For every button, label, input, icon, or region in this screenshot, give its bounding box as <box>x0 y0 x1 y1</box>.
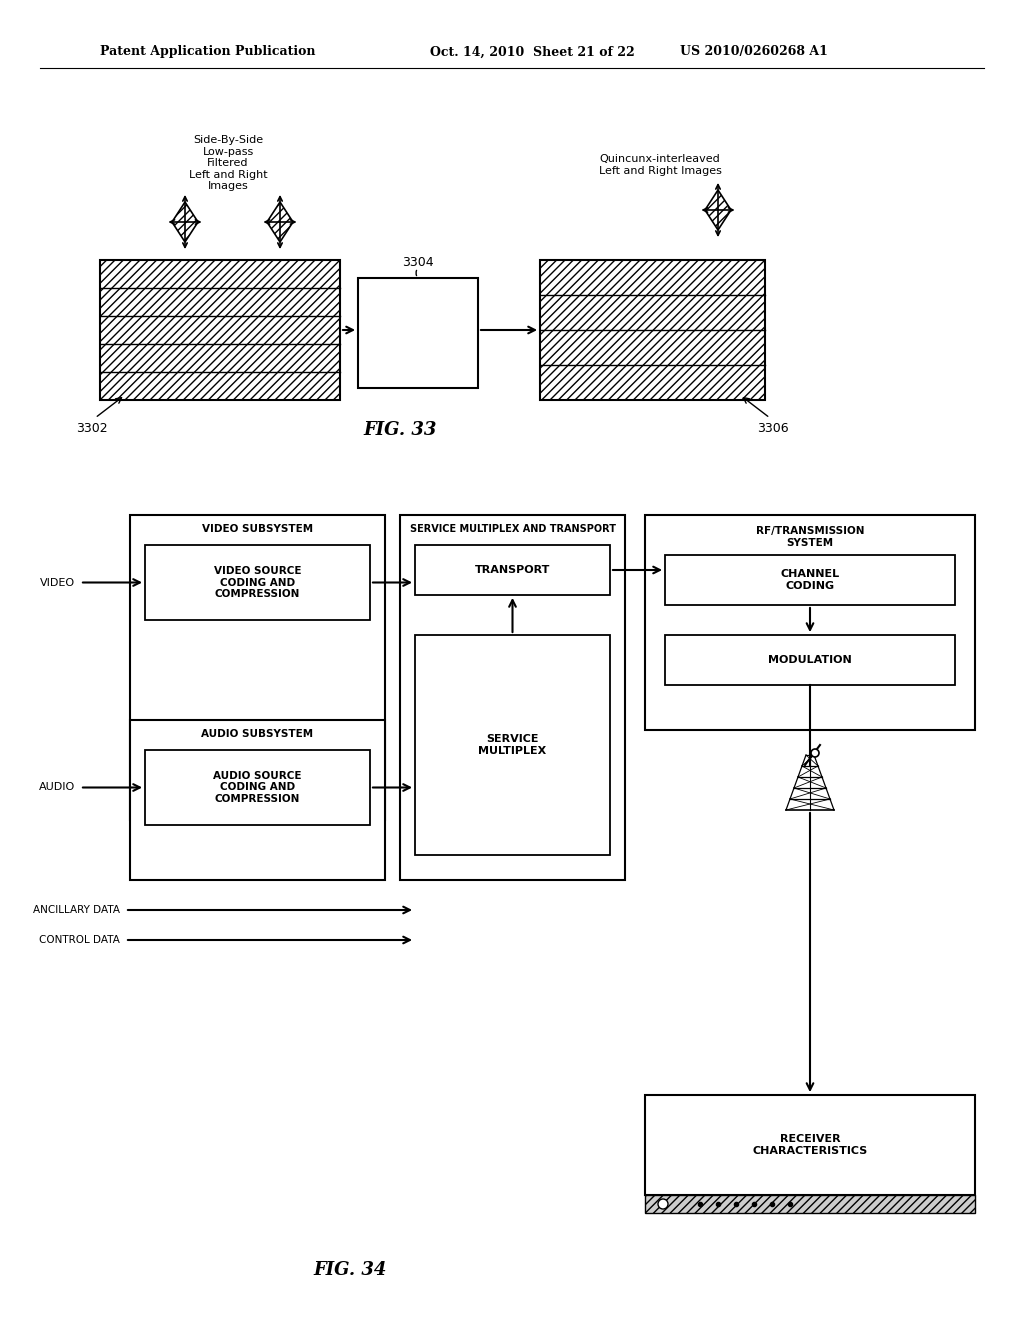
Text: MODULATION: MODULATION <box>768 655 852 665</box>
Bar <box>145 750 370 825</box>
Circle shape <box>658 1199 668 1209</box>
Circle shape <box>811 748 819 756</box>
Text: AUDIO SOURCE
CODING AND
COMPRESSION: AUDIO SOURCE CODING AND COMPRESSION <box>213 771 302 804</box>
Bar <box>130 719 385 880</box>
Bar <box>100 260 340 400</box>
Text: 3306: 3306 <box>757 422 788 436</box>
Polygon shape <box>705 190 731 230</box>
Text: Side-By-Side
Low-pass
Filtered
Left and Right
Images: Side-By-Side Low-pass Filtered Left and … <box>188 135 267 191</box>
Bar <box>130 515 385 820</box>
Bar <box>358 279 478 388</box>
Bar <box>540 260 765 400</box>
Text: VIDEO SOURCE
CODING AND
COMPRESSION: VIDEO SOURCE CODING AND COMPRESSION <box>214 566 301 599</box>
Text: CONTROL DATA: CONTROL DATA <box>39 935 120 945</box>
Text: US 2010/0260268 A1: US 2010/0260268 A1 <box>680 45 827 58</box>
Text: Oct. 14, 2010  Sheet 21 of 22: Oct. 14, 2010 Sheet 21 of 22 <box>430 45 635 58</box>
Polygon shape <box>172 202 198 242</box>
Text: Patent Application Publication: Patent Application Publication <box>100 45 315 58</box>
Bar <box>415 545 610 595</box>
Bar <box>665 554 955 605</box>
Text: FIG. 34: FIG. 34 <box>313 1261 387 1279</box>
Text: VIDEO SUBSYSTEM: VIDEO SUBSYSTEM <box>202 524 313 535</box>
Bar <box>645 1096 975 1195</box>
Text: Quincunx-interleaved
Left and Right Images: Quincunx-interleaved Left and Right Imag… <box>599 154 722 176</box>
Bar <box>645 515 975 730</box>
Text: Unsqueeze
(slide
horizontally
into
Quincunx): Unsqueeze (slide horizontally into Quinc… <box>385 305 451 362</box>
Text: SERVICE MULTIPLEX AND TRANSPORT: SERVICE MULTIPLEX AND TRANSPORT <box>410 524 615 535</box>
Text: RF/TRANSMISSION
SYSTEM: RF/TRANSMISSION SYSTEM <box>756 527 864 548</box>
Bar <box>415 635 610 855</box>
Text: RECEIVER
CHARACTERISTICS: RECEIVER CHARACTERISTICS <box>753 1134 867 1156</box>
Text: VIDEO: VIDEO <box>40 578 75 587</box>
Text: CHANNEL
CODING: CHANNEL CODING <box>780 569 840 591</box>
Text: TRANSPORT: TRANSPORT <box>475 565 550 576</box>
Bar <box>145 545 370 620</box>
Text: ANCILLARY DATA: ANCILLARY DATA <box>33 906 120 915</box>
Bar <box>665 635 955 685</box>
Text: FIG. 33: FIG. 33 <box>364 421 436 440</box>
Text: 3304: 3304 <box>402 256 434 269</box>
Text: SERVICE
MULTIPLEX: SERVICE MULTIPLEX <box>478 734 547 756</box>
Text: 3302: 3302 <box>76 422 108 436</box>
Bar <box>645 1195 975 1213</box>
Bar <box>400 515 625 880</box>
Polygon shape <box>267 202 293 242</box>
Text: AUDIO: AUDIO <box>39 783 75 792</box>
Text: AUDIO SUBSYSTEM: AUDIO SUBSYSTEM <box>202 729 313 739</box>
